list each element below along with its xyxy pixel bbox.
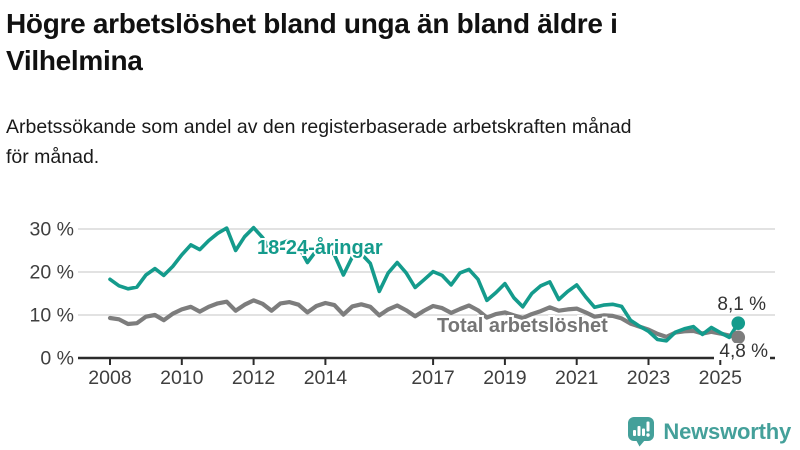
- end-dot-total: [731, 330, 746, 345]
- series-label-total: Total arbetslöshet: [437, 315, 608, 337]
- y-axis-tick-label: 0 %: [40, 348, 74, 370]
- end-value-youth: 8,1 %: [717, 294, 766, 315]
- page-title: Högre arbetslöshet bland unga än bland ä…: [6, 8, 618, 76]
- x-axis-tick-label: 2017: [411, 367, 454, 389]
- x-axis-tick-label: 2023: [627, 367, 670, 389]
- x-axis-tick-label: 2014: [304, 367, 348, 389]
- bar-chart-speech-bubble-icon: [628, 417, 655, 447]
- newsworthy-logo-text: Newsworthy: [663, 418, 791, 444]
- page-subtitle: Arbetssökande som andel av den registerb…: [6, 116, 632, 169]
- end-dot-youth: [731, 316, 746, 330]
- y-axis-tick-label: 30 %: [30, 219, 74, 241]
- y-axis-tick-label: 20 %: [30, 262, 74, 284]
- label-backing: [714, 343, 770, 360]
- series-label-youth: 18-24-åringar: [257, 236, 383, 259]
- x-axis-tick-label: 2021: [555, 367, 598, 389]
- newsworthy-logo[interactable]: Newsworthy: [627, 416, 791, 447]
- x-axis-tick-label: 2008: [88, 367, 131, 389]
- x-axis-tick-label: 2010: [160, 367, 204, 389]
- x-axis-tick-label: 2019: [483, 367, 526, 389]
- end-value-total: 4,8 %: [719, 341, 768, 362]
- y-axis-tick-label: 10 %: [30, 305, 74, 327]
- series-line-youth: [108, 225, 741, 343]
- x-axis-tick-label: 2012: [232, 367, 275, 389]
- series-line-total: [107, 298, 741, 340]
- x-axis-tick-label: 2025: [699, 367, 743, 389]
